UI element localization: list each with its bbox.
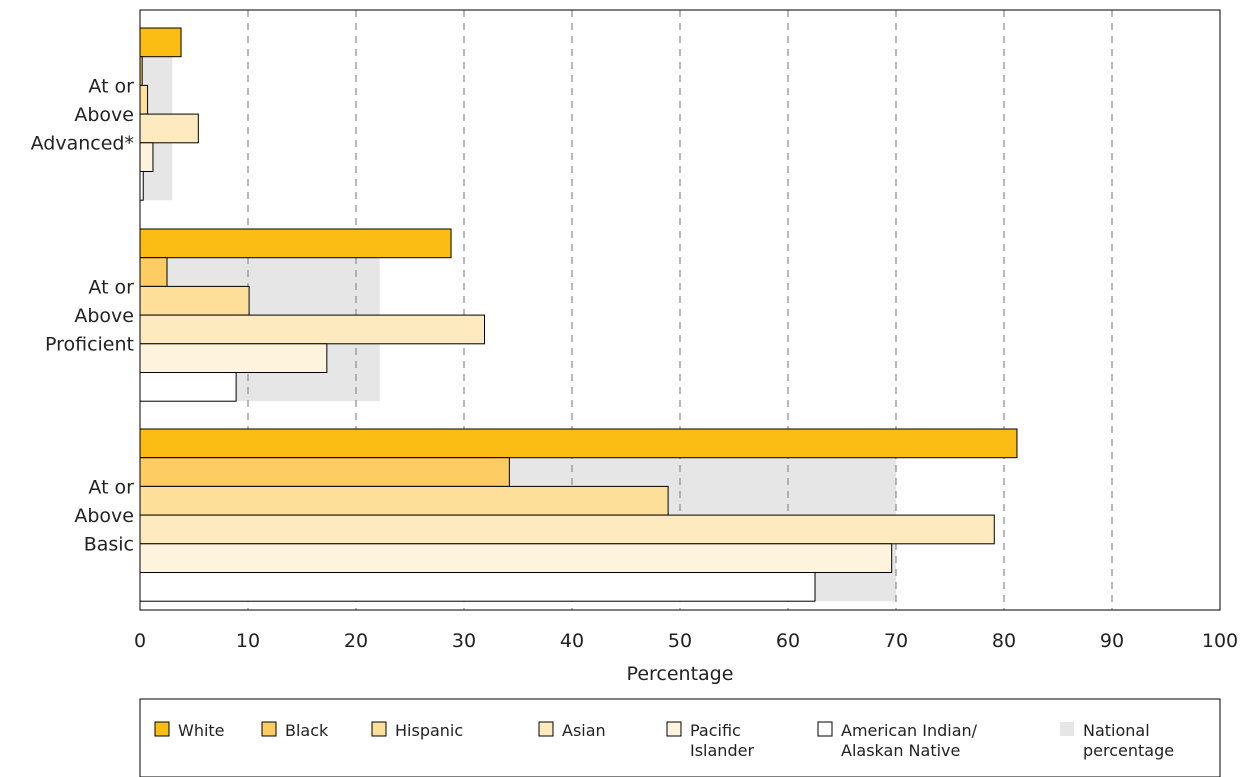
bar <box>139 314 486 345</box>
bar <box>139 428 1018 459</box>
legend-label: Black <box>285 721 329 740</box>
legend-label: Islander <box>690 741 754 760</box>
bar <box>139 457 510 487</box>
category-label-layer: At or Above Advanced* At or Above Proficient A… <box>31 76 135 556</box>
bar <box>139 372 237 402</box>
bar <box>139 257 168 287</box>
legend-label: Pacific <box>690 721 741 740</box>
x-axis-title: Percentage <box>627 663 734 685</box>
legend-swatch <box>666 721 682 737</box>
legend-label: Asian <box>562 721 606 740</box>
bar <box>139 285 250 316</box>
legend-swatch <box>817 721 833 737</box>
category-label: Above <box>74 104 134 126</box>
bar <box>139 343 328 373</box>
category-label: Above <box>74 305 134 327</box>
x-tick-label: 70 <box>884 630 908 652</box>
legend-swatch <box>538 721 554 737</box>
legend-label: percentage <box>1083 741 1174 760</box>
x-tick-label: 30 <box>452 630 476 652</box>
x-tick-label: 40 <box>560 630 584 652</box>
bar <box>139 142 154 173</box>
bar <box>139 27 182 58</box>
category-label: Advanced* <box>31 133 134 155</box>
category-label: Proficient <box>45 334 134 356</box>
bar <box>139 572 816 602</box>
category-label: Above <box>74 505 134 527</box>
legend-label: National <box>1083 721 1150 740</box>
category-label: At or <box>88 277 134 299</box>
bar <box>139 543 893 573</box>
category-label: At or <box>88 76 134 98</box>
x-tick-label: 50 <box>668 630 692 652</box>
legend-swatch <box>1060 722 1074 736</box>
bar <box>139 228 452 259</box>
bar <box>139 514 995 545</box>
bars-layer <box>139 27 1018 602</box>
x-tick-label: 90 <box>1100 630 1124 652</box>
bar <box>139 485 669 516</box>
legend-swatch <box>371 721 387 737</box>
legend-swatch <box>154 721 170 737</box>
x-tick-label: 80 <box>992 630 1016 652</box>
legend-label: Alaskan Native <box>841 741 960 760</box>
x-tick-label: 20 <box>344 630 368 652</box>
x-tick-layer: 0 10 20 30 40 50 60 70 80 90 100 <box>134 630 1238 652</box>
x-tick-label: 100 <box>1202 630 1238 652</box>
category-label: At or <box>88 477 134 499</box>
legend-label: American Indian/ <box>841 721 978 740</box>
legend-label: White <box>178 721 225 740</box>
legend-frame <box>139 698 1221 777</box>
bar <box>139 84 149 115</box>
x-tick-label: 10 <box>236 630 260 652</box>
bar <box>139 113 199 144</box>
x-tick-label: 0 <box>134 630 146 652</box>
legend-label: Hispanic <box>395 721 463 740</box>
category-label: Basic <box>84 534 134 556</box>
plot-frame <box>139 9 1221 611</box>
x-tick-label: 60 <box>776 630 800 652</box>
legend-swatch <box>261 721 277 737</box>
